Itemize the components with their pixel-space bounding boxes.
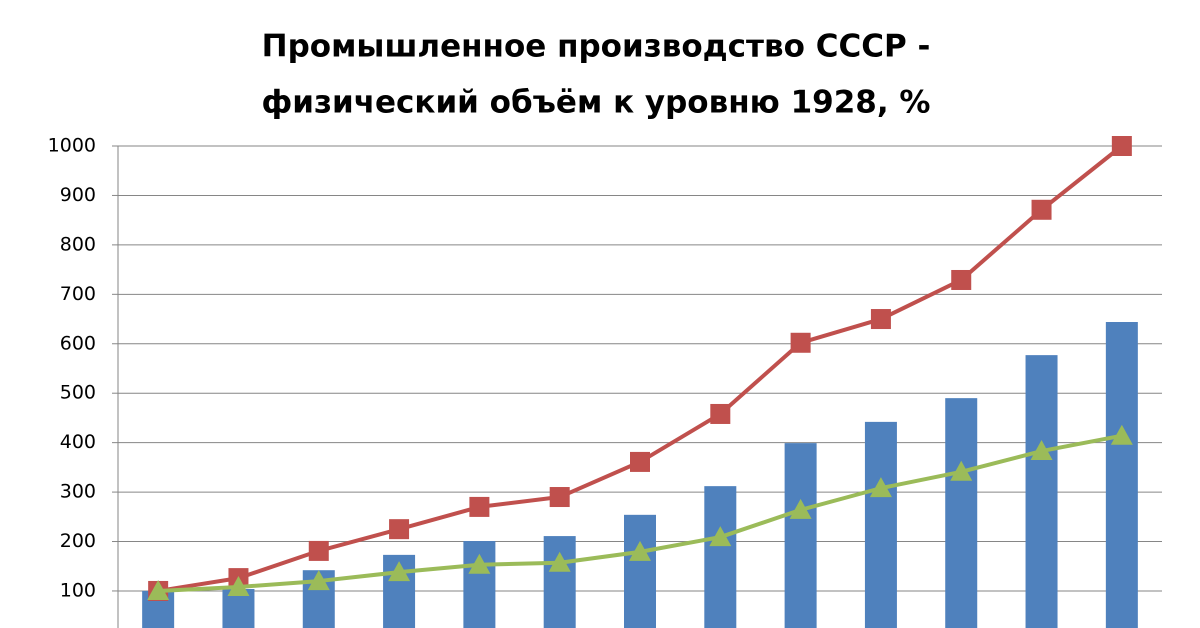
marker: [709, 526, 732, 547]
y-tick-label: 400: [60, 431, 96, 453]
marker: [1111, 136, 1132, 156]
bar: [543, 536, 576, 628]
bar: [784, 443, 817, 628]
y-tick-label: 800: [60, 233, 96, 255]
marker: [870, 309, 891, 330]
bar: [1025, 355, 1058, 628]
y-tick-label: 500: [60, 382, 96, 404]
marker: [869, 477, 892, 498]
marker: [629, 540, 651, 561]
y-tick-label: 100: [60, 579, 96, 601]
marker: [308, 540, 329, 561]
marker: [1031, 199, 1052, 220]
marker: [147, 579, 170, 600]
marker: [950, 460, 973, 481]
y-tick-label: 300: [60, 481, 96, 503]
marker: [710, 403, 731, 424]
marker: [951, 269, 972, 290]
marker: [388, 561, 411, 582]
bar: [945, 398, 978, 628]
y-tick-label: 600: [60, 332, 96, 354]
marker: [548, 551, 571, 572]
marker: [790, 332, 811, 353]
chart-title: физический объём к уровню 1928, %: [262, 85, 931, 121]
y-tick-label: 700: [60, 283, 96, 305]
marker: [468, 553, 491, 574]
marker: [389, 519, 410, 540]
marker: [469, 496, 490, 517]
marker: [789, 498, 812, 519]
y-tick-label: 900: [60, 184, 96, 206]
y-tick-label: 200: [60, 530, 96, 552]
marker: [227, 576, 250, 597]
bar: [624, 514, 656, 628]
marker: [630, 451, 650, 472]
marker: [1030, 440, 1053, 461]
bar: [864, 421, 897, 628]
marker: [307, 570, 330, 591]
marker: [549, 487, 570, 508]
chart-title: Промышленное производство СССР -: [262, 29, 931, 65]
marker: [1110, 424, 1133, 445]
bar: [1105, 322, 1138, 628]
bar: [704, 486, 737, 628]
y-tick-label: 1000: [48, 135, 96, 157]
